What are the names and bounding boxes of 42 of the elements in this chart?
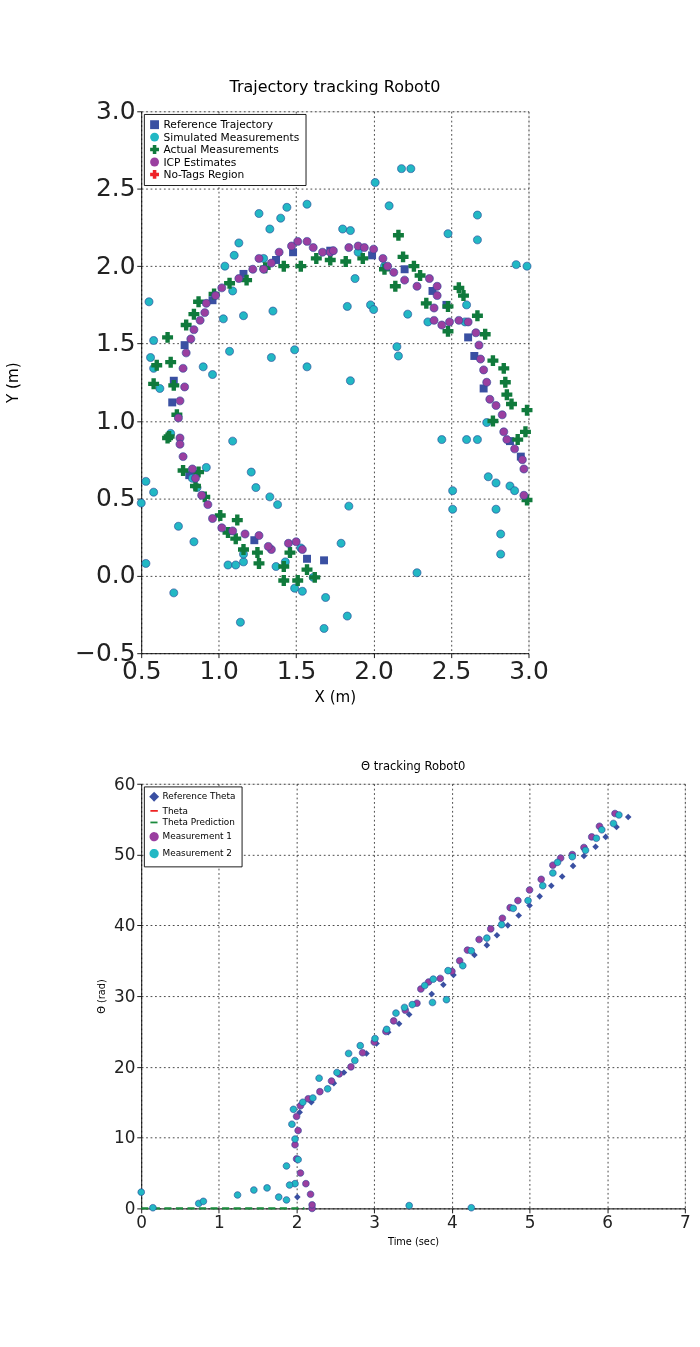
legend-label: Theta — [161, 805, 188, 816]
x-tick-label: 3.0 — [509, 656, 549, 686]
y-tick-label: 1.5 — [95, 328, 136, 358]
x-tick-label: 7 — [679, 1212, 691, 1233]
y-tick-label: 0 — [124, 1198, 136, 1219]
y-axis-title: Θ (rad) — [96, 979, 108, 1014]
y-tick-label: 60 — [114, 773, 136, 794]
y-tick-label: 50 — [114, 844, 136, 865]
y-tick-label: 10 — [114, 1127, 136, 1148]
y-tick-label: 30 — [114, 985, 136, 1006]
legend-label: ICP Estimates — [163, 155, 237, 169]
legend-label: No-Tags Region — [163, 167, 245, 181]
y-tick-label: 20 — [114, 1056, 136, 1077]
legend-label: Measurement 1 — [162, 831, 232, 842]
x-tick-label: 3 — [369, 1212, 381, 1233]
chart-title: Θ tracking Robot0 — [360, 758, 466, 773]
y-tick-label: 3.0 — [95, 95, 136, 125]
x-tick-label: 2 — [291, 1212, 303, 1233]
legend-label: Simulated Measurements — [163, 130, 300, 144]
x-tick-label: 2.5 — [431, 656, 472, 686]
y-axis-title: Y (m) — [4, 362, 23, 404]
legend-label: Actual Measurements — [163, 143, 280, 157]
legend-label: Measurement 2 — [162, 848, 232, 859]
x-axis-title: Time (sec) — [386, 1236, 440, 1248]
x-tick-label: 1 — [213, 1212, 225, 1233]
y-tick-label: 2.5 — [95, 173, 136, 203]
y-tick-label: 2.0 — [95, 250, 136, 280]
x-tick-label: 6 — [602, 1212, 614, 1233]
legend-label: Reference Theta — [162, 791, 236, 802]
x-tick-label: 5 — [524, 1212, 536, 1233]
y-tick-label: 0.5 — [95, 482, 136, 512]
x-tick-label: 4 — [446, 1212, 458, 1233]
x-tick-label: 1.5 — [276, 656, 317, 686]
y-tick-label: 40 — [114, 915, 136, 936]
y-tick-label: 0.0 — [95, 560, 136, 590]
legend-label: Theta Prediction — [161, 817, 235, 828]
y-tick-label: 1.0 — [95, 405, 136, 435]
x-axis-title: X (m) — [314, 687, 357, 706]
x-tick-label: 1.0 — [199, 656, 239, 686]
x-tick-label: 2.0 — [354, 656, 394, 686]
chart-title: Trajectory tracking Robot0 — [228, 76, 441, 96]
legend-label: Reference Trajectory — [163, 118, 273, 132]
